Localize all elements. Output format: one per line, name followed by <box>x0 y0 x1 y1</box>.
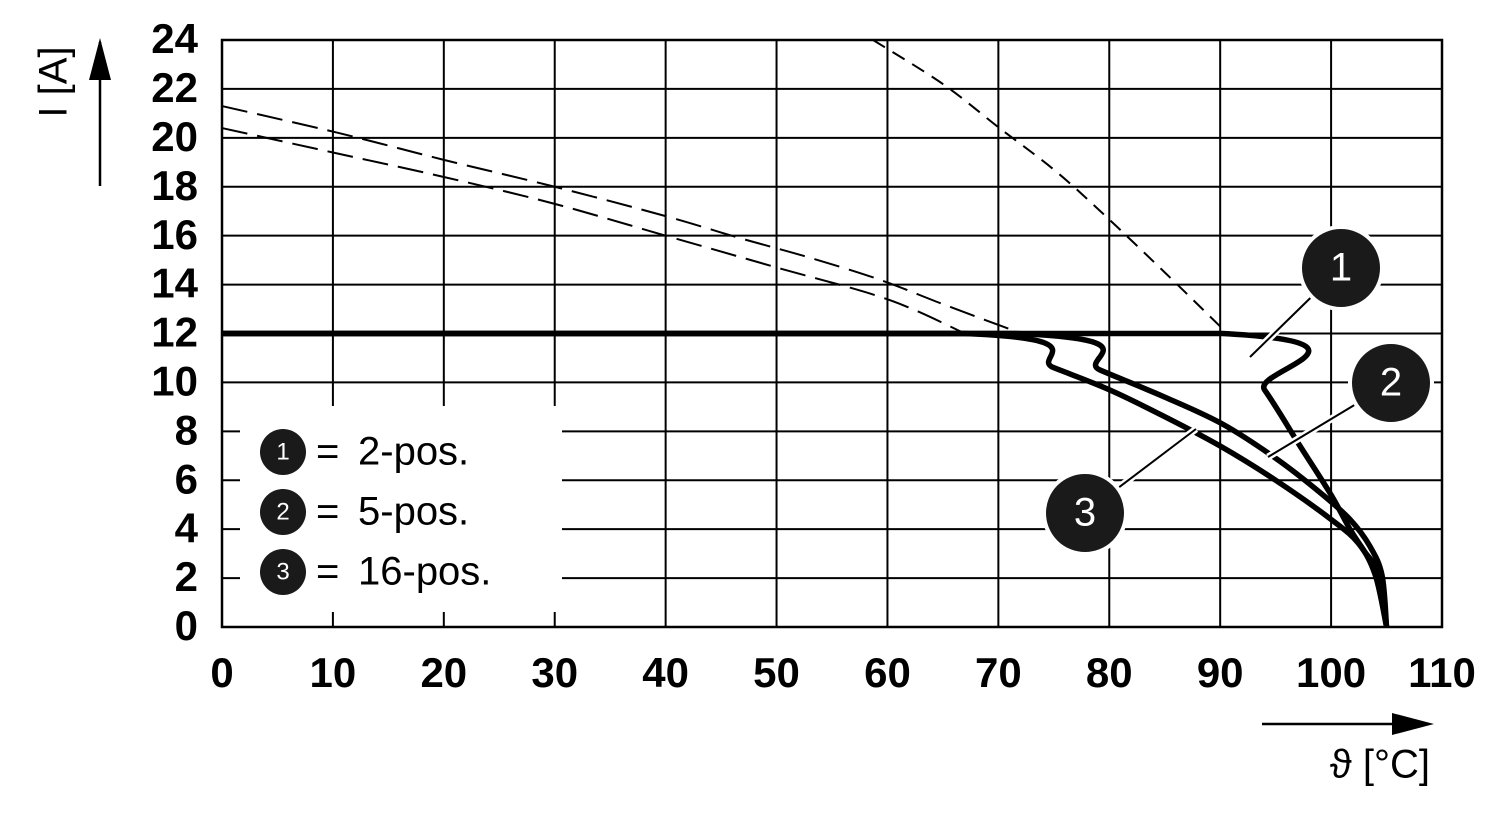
legend-label: 2-pos. <box>358 430 469 474</box>
callout-label: 3 <box>1074 491 1096 535</box>
legend-bubble <box>260 489 306 535</box>
x-tick-label: 80 <box>1086 649 1133 696</box>
x-tick-label: 20 <box>420 649 467 696</box>
x-tick-label: 100 <box>1296 649 1366 696</box>
x-tick-label: 70 <box>975 649 1022 696</box>
legend-bubble <box>260 549 306 595</box>
y-tick-label: 0 <box>175 602 198 649</box>
extrapolated-line <box>221 127 966 335</box>
annotations: 1 2 3 1 = 2-pos. 2 = 5-pos. 3 = 16-pos. <box>240 225 1434 612</box>
y-tick-label: 24 <box>151 15 198 62</box>
callout-label: 2 <box>1380 361 1402 405</box>
y-tick-label: 12 <box>151 309 198 356</box>
legend-bubble-label: 3 <box>276 558 289 585</box>
derating-line <box>222 330 1390 628</box>
y-tick-label: 8 <box>175 406 198 453</box>
x-tick-label: 50 <box>753 649 800 696</box>
legend-bubble-label: 1 <box>276 438 289 465</box>
y-axis-arrowhead <box>89 38 111 80</box>
x-tick-label: 0 <box>210 649 233 696</box>
legend-separator: = <box>316 430 339 474</box>
x-tick-label: 90 <box>1197 649 1244 696</box>
y-tick-label: 4 <box>175 504 199 551</box>
lines <box>221 39 1390 628</box>
x-tick-label: 60 <box>864 649 911 696</box>
callout-bubble <box>1298 225 1384 311</box>
callout-label: 1 <box>1330 246 1352 290</box>
y-tick-label: 10 <box>151 358 198 405</box>
callout-bubble <box>1348 340 1434 426</box>
x-tick-label: 40 <box>642 649 689 696</box>
legend-label: 5-pos. <box>358 490 469 534</box>
extrapolated-line <box>221 105 1016 332</box>
y-axis-label: I [A] <box>32 46 76 117</box>
x-tick-label: 30 <box>531 649 578 696</box>
y-tick-label: 22 <box>151 64 198 111</box>
x-tick-label: 110 <box>1408 649 1476 696</box>
legend-separator: = <box>316 550 339 594</box>
y-tick-label: 16 <box>151 211 198 258</box>
x-tick-label: 10 <box>310 649 357 696</box>
callout-bubble <box>1042 470 1128 556</box>
y-tick-label: 18 <box>151 162 198 209</box>
y-tick-label: 2 <box>175 553 198 600</box>
y-tick-label: 20 <box>151 113 198 160</box>
extrapolated-line <box>872 39 1224 330</box>
derating-line <box>222 330 1390 628</box>
legend-separator: = <box>316 490 339 534</box>
legend-label: 16-pos. <box>358 550 491 594</box>
legend-bubble-label: 2 <box>276 498 289 525</box>
x-axis-arrowhead <box>1392 713 1434 735</box>
legend-bubble <box>260 429 306 475</box>
derating-line <box>222 330 1390 628</box>
x-axis-label: ϑ [°C] <box>1330 743 1430 787</box>
y-tick-label: 6 <box>175 455 198 502</box>
y-tick-label: 14 <box>151 260 198 307</box>
